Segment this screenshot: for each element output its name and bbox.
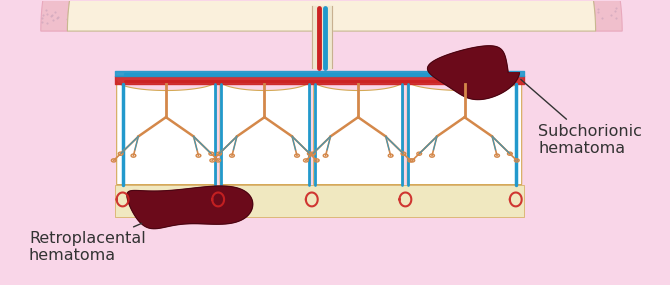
Polygon shape bbox=[68, 0, 596, 31]
Polygon shape bbox=[407, 81, 522, 185]
Polygon shape bbox=[220, 81, 310, 185]
Polygon shape bbox=[41, 0, 622, 31]
Polygon shape bbox=[115, 185, 524, 217]
Polygon shape bbox=[427, 46, 519, 99]
Polygon shape bbox=[117, 81, 216, 185]
Text: Subchorionic
hematoma: Subchorionic hematoma bbox=[521, 80, 643, 156]
Polygon shape bbox=[127, 186, 253, 229]
Text: Retroplacental
hematoma: Retroplacental hematoma bbox=[29, 223, 146, 263]
Polygon shape bbox=[314, 81, 403, 185]
